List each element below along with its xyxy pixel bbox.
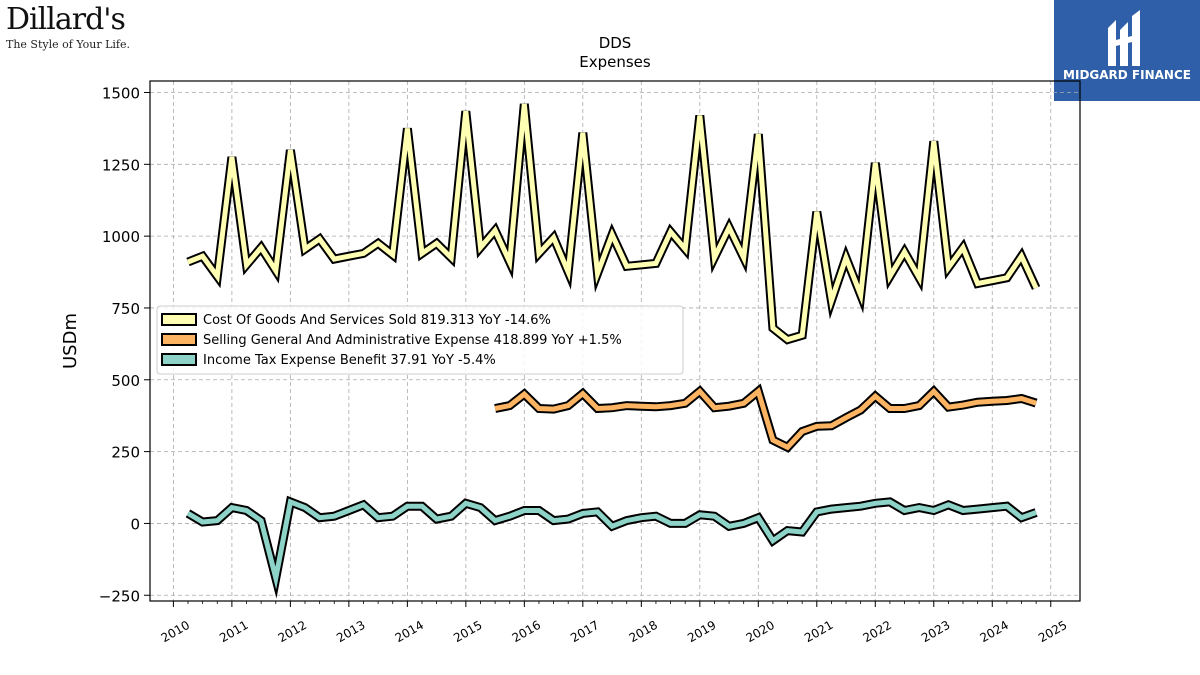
x-tick-label: 2014 bbox=[393, 618, 426, 645]
midgard-finance-logo: MIDGARD FINANCE bbox=[1054, 0, 1200, 101]
x-tick-label: 2023 bbox=[919, 618, 952, 645]
x-tick-label: 2019 bbox=[685, 618, 718, 645]
x-tick-label: 2024 bbox=[978, 618, 1011, 645]
legend-label-sga: Selling General And Administrative Expen… bbox=[203, 333, 622, 348]
series-cogs-outline bbox=[186, 103, 1041, 345]
y-axis: −250 0 250 500 750 1000 1250 1500 bbox=[99, 84, 150, 605]
y-tick-label: 500 bbox=[111, 372, 140, 390]
series-lines bbox=[185, 103, 1041, 599]
x-tick-label: 2012 bbox=[276, 618, 309, 645]
legend-swatch-sga bbox=[161, 333, 197, 346]
legend: Cost Of Goods And Services Sold 819.313 … bbox=[156, 305, 684, 375]
plot-frame bbox=[149, 80, 1081, 602]
legend-label-tax: Income Tax Expense Benefit 37.91 YoY -5.… bbox=[203, 353, 496, 368]
dillards-logo: Dillard's The Style of Your Life. bbox=[6, 4, 136, 54]
x-tick-label: 2020 bbox=[744, 618, 777, 645]
x-tick-label: 2013 bbox=[334, 618, 367, 645]
series-sga-line bbox=[494, 386, 1037, 451]
legend-swatch-tax bbox=[161, 353, 197, 366]
y-tick-label: 1000 bbox=[102, 228, 140, 246]
midgard-mark-icon bbox=[1108, 10, 1140, 66]
y-tick-label: 0 bbox=[130, 515, 140, 533]
chart-title: DDS bbox=[599, 34, 632, 52]
x-tick-label: 2010 bbox=[159, 618, 192, 645]
legend-swatch-cogs bbox=[161, 313, 197, 326]
y-tick-label: 750 bbox=[111, 300, 140, 318]
dillards-logo-tagline: The Style of Your Life. bbox=[6, 38, 130, 51]
legend-label-cogs: Cost Of Goods And Services Sold 819.313 … bbox=[203, 313, 551, 328]
x-axis: 2010 2011 2012 2013 2014 2015 2016 2017 2018 2019… bbox=[159, 601, 1069, 645]
y-tick-label: 1250 bbox=[102, 156, 140, 174]
x-tick-label: 2015 bbox=[451, 618, 484, 645]
x-tick-label: 2022 bbox=[861, 618, 894, 645]
series-cogs-line bbox=[187, 103, 1039, 343]
x-tick-label: 2017 bbox=[568, 618, 601, 645]
y-tick-label: 250 bbox=[111, 444, 140, 462]
y-tick-label: 1500 bbox=[102, 84, 140, 102]
x-tick-label: 2018 bbox=[627, 618, 660, 645]
x-tick-label: 2021 bbox=[802, 618, 835, 645]
chart-subtitle: Expenses bbox=[579, 53, 651, 71]
legend-box bbox=[156, 305, 684, 375]
y-tick-label: −250 bbox=[99, 587, 140, 605]
y-axis-label: USDm bbox=[60, 313, 81, 369]
x-tick-label: 2016 bbox=[510, 618, 543, 645]
series-tax-line bbox=[186, 498, 1037, 590]
dillards-logo-name: Dillard's bbox=[6, 2, 126, 37]
x-tick-label: 2011 bbox=[217, 618, 250, 645]
midgard-finance-wordmark: MIDGARD FINANCE bbox=[1063, 68, 1191, 82]
x-tick-label: 2025 bbox=[1036, 618, 1069, 645]
